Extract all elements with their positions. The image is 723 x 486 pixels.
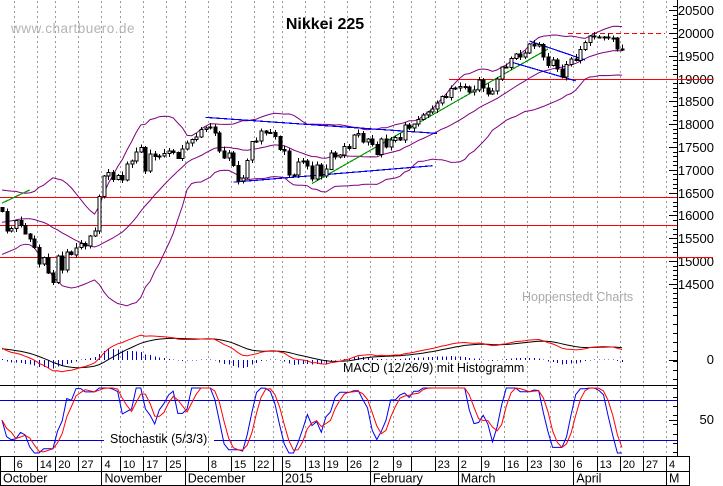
svg-text:16500: 16500	[678, 186, 714, 201]
macd-indicator-label: MACD (12/26/9) mit Histogramm	[343, 361, 525, 375]
svg-text:17: 17	[146, 459, 158, 471]
svg-text:17500: 17500	[678, 140, 714, 155]
svg-text:8: 8	[211, 459, 217, 471]
svg-text:22: 22	[257, 459, 269, 471]
svg-text:4: 4	[104, 459, 110, 471]
svg-text:19500: 19500	[678, 49, 714, 64]
svg-text:February: February	[373, 472, 424, 486]
svg-text:2: 2	[461, 459, 467, 471]
svg-text:16000: 16000	[678, 208, 714, 223]
svg-text:April: April	[576, 472, 601, 486]
svg-text:15: 15	[234, 459, 246, 471]
svg-text:M: M	[669, 472, 679, 486]
svg-text:October: October	[3, 472, 47, 486]
svg-text:13: 13	[600, 459, 612, 471]
svg-text:9: 9	[396, 459, 402, 471]
macd-zero-axis-label: 0	[706, 352, 714, 367]
svg-text:27: 27	[81, 459, 93, 471]
svg-text:6: 6	[17, 459, 23, 471]
svg-text:20500: 20500	[678, 3, 714, 18]
svg-text:5: 5	[285, 459, 291, 471]
svg-text:20: 20	[623, 459, 635, 471]
svg-text:26: 26	[350, 459, 362, 471]
svg-text:16: 16	[507, 459, 519, 471]
svg-text:15500: 15500	[678, 231, 714, 246]
svg-text:13: 13	[308, 459, 320, 471]
svg-text:17000: 17000	[678, 163, 714, 178]
svg-text:December: December	[188, 472, 246, 486]
svg-text:10: 10	[123, 459, 135, 471]
svg-text:30: 30	[553, 459, 565, 471]
svg-text:19: 19	[327, 459, 339, 471]
watermark-text: www.chartbuero.de	[11, 21, 136, 36]
stochastic-indicator-label: Stochastik (5/3/3)	[110, 432, 208, 446]
svg-text:November: November	[104, 472, 162, 486]
chart-title: Nikkei 225	[285, 16, 365, 33]
svg-text:4: 4	[669, 459, 675, 471]
svg-text:9: 9	[484, 459, 490, 471]
svg-text:6: 6	[576, 459, 582, 471]
svg-text:23: 23	[438, 459, 450, 471]
svg-text:27: 27	[646, 459, 658, 471]
svg-text:18000: 18000	[678, 117, 714, 132]
svg-text:2015: 2015	[285, 472, 313, 486]
svg-text:2: 2	[373, 459, 379, 471]
branding-text: Hoppenstedt Charts	[522, 290, 634, 304]
svg-text:25: 25	[169, 459, 181, 471]
stochastic-50-axis-label: 50	[699, 412, 714, 427]
svg-text:15000: 15000	[678, 254, 714, 269]
svg-text:14500: 14500	[678, 277, 714, 292]
svg-text:20000: 20000	[678, 26, 714, 41]
svg-text:23: 23	[530, 459, 542, 471]
svg-text:14: 14	[40, 459, 52, 471]
svg-text:20: 20	[58, 459, 70, 471]
svg-text:March: March	[461, 472, 496, 486]
svg-text:18500: 18500	[678, 94, 714, 109]
